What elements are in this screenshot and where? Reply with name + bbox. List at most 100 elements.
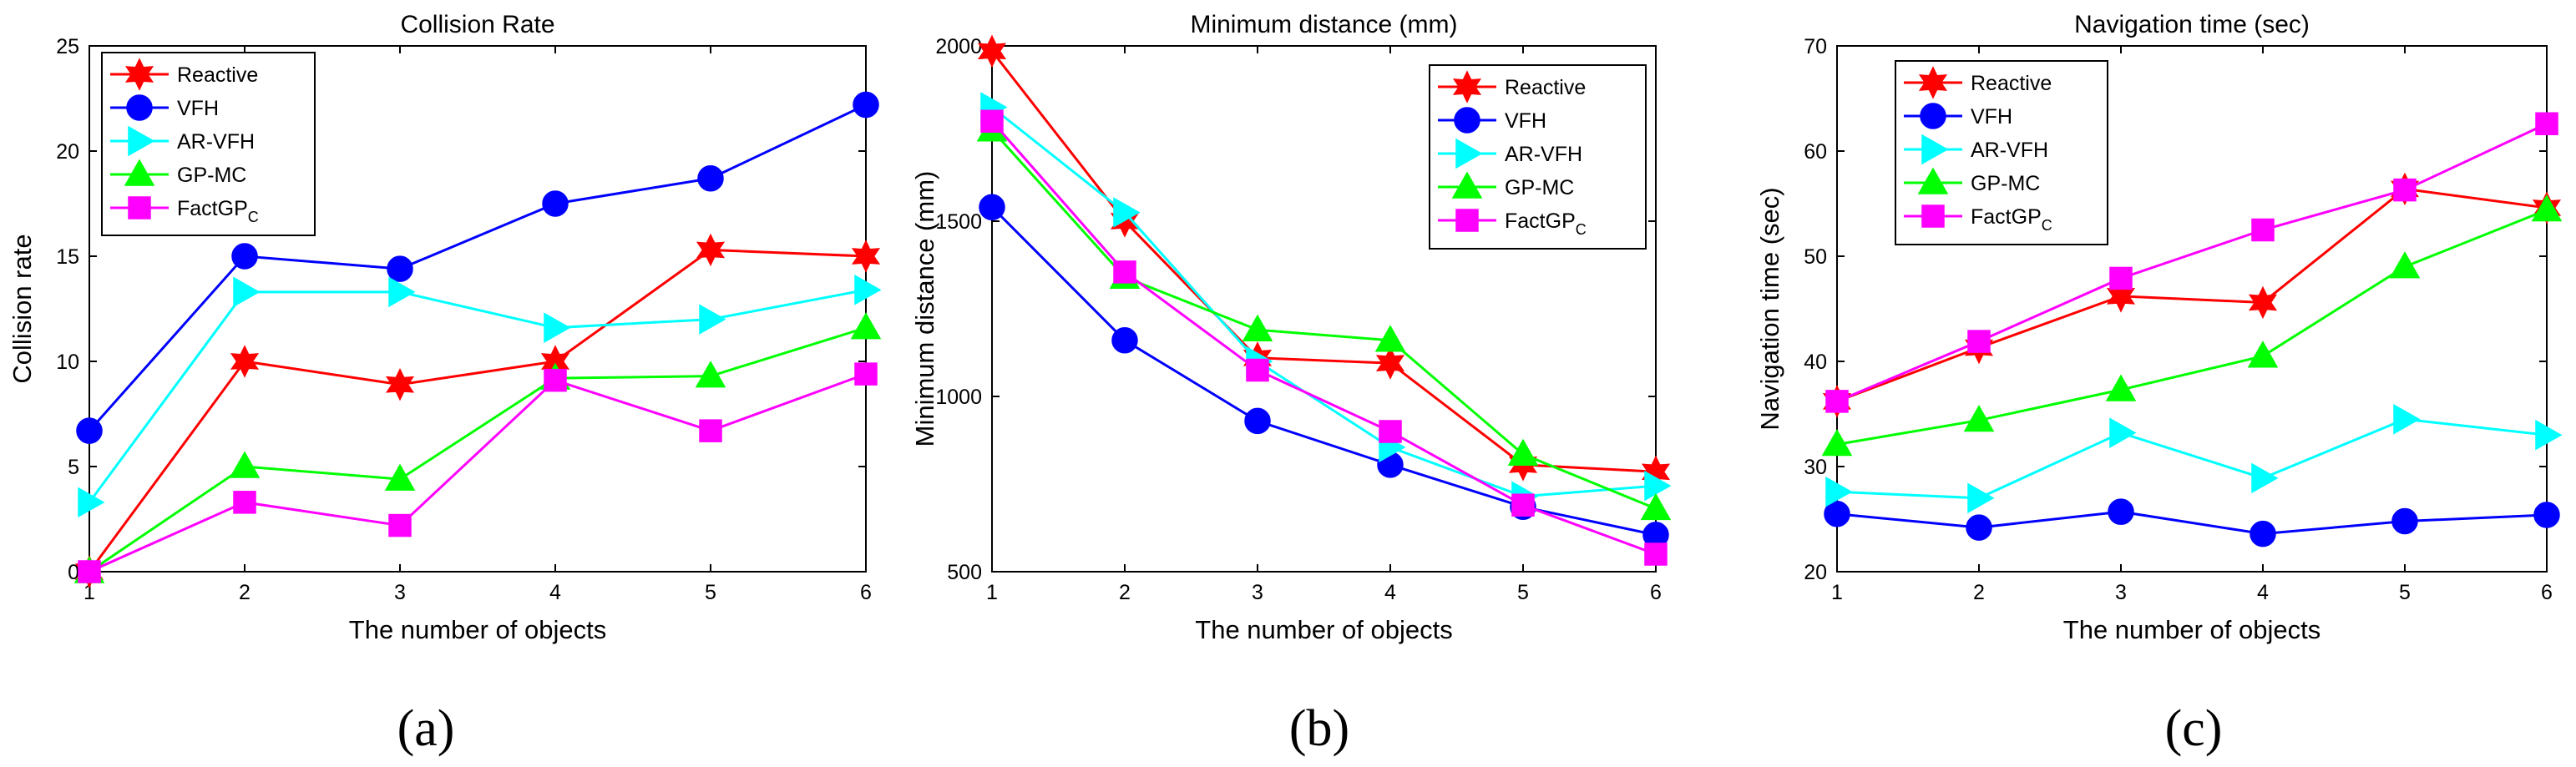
data-point [2535,112,2558,135]
series-line [1836,122,2548,403]
data-point [1113,260,1136,284]
legend-item: Reactive [110,58,258,91]
data-point [1821,429,1853,457]
data-point [2251,218,2275,242]
y-tick-label: 1000 [935,386,982,409]
data-point [229,451,261,478]
legend-marker [124,58,154,91]
data-point [2251,462,2279,494]
y-tick-label: 40 [1804,351,1827,374]
data-point [696,233,726,267]
legend-marker [1918,66,1948,99]
legend-label: GP-MC [1971,172,2040,195]
x-tick-label: 3 [2115,581,2127,604]
legend-marker [126,94,153,121]
data-point [1242,314,1273,341]
series-vfh [76,91,879,444]
chart-title: Collision Rate [400,11,554,38]
data-point [1375,346,1405,380]
data-point [387,255,413,282]
legend-item: GP-MC [1438,171,1574,199]
legend-item: VFH [110,94,219,121]
data-point [2248,285,2278,320]
y-axis-label: Collision rate [8,234,37,383]
legend: Reactive VFH AR-VFH GP-MC FactGPC [101,52,316,236]
legend-marker [1917,167,1949,194]
data-point [2109,266,2133,290]
data-point [230,345,260,378]
legend-label: Reactive [1971,72,2052,95]
y-axis-label: Minimum distance (mm) [910,171,939,447]
legend-label: Reactive [177,63,258,87]
data-point [384,463,416,491]
legend-marker [1920,103,1946,129]
data-point [1963,405,1995,432]
y-tick-label: 5 [68,456,79,479]
data-point [854,275,882,305]
data-point [1824,500,1850,527]
y-tick-label: 60 [1804,140,1827,164]
data-point [1825,390,1849,413]
legend-label: GP-MC [1505,176,1574,199]
legend-label: GP-MC [177,164,246,187]
legend-label: FactGPC [1505,209,1587,238]
legend-item: GP-MC [110,159,246,187]
chart-title: Navigation time (sec) [2074,11,2310,38]
data-point [977,34,1007,68]
data-point [2393,178,2417,202]
series-factgp [78,362,878,583]
legend-label: VFH [1971,105,2012,129]
data-point [853,91,879,119]
series-line [1836,187,2548,403]
series-ar-vfh [1825,404,2563,514]
x-tick-label: 4 [549,581,561,604]
data-point [2389,251,2421,279]
data-point [2533,502,2560,528]
chart-title: Minimum distance (mm) [1190,11,1457,38]
legend-marker [1455,138,1483,169]
series-line [1836,209,2548,447]
data-point [2109,417,2137,448]
legend-marker [128,125,155,157]
data-point [542,190,569,217]
data-point [695,361,726,388]
data-point [1379,420,1402,443]
series-line [89,326,867,573]
x-tick-label: 5 [1517,581,1529,604]
y-tick-label: 1500 [935,210,982,234]
data-point [78,560,101,583]
data-point [699,304,726,335]
data-point [1246,358,1269,382]
data-point [1507,438,1539,467]
data-point [2391,507,2418,535]
y-tick-label: 50 [1804,245,1827,269]
series-line [990,50,1657,473]
x-tick-label: 2 [239,581,251,604]
legend-marker [1921,204,1945,228]
x-tick-label: 5 [2399,581,2411,604]
legend-item: FactGPC [110,196,259,225]
data-point [854,362,878,386]
legend-label: FactGPC [1971,205,2052,234]
series-factgp [980,109,1668,566]
legend-item: AR-VFH [1904,134,2048,165]
x-tick-label: 4 [2257,581,2269,604]
legend-item: Reactive [1904,66,2052,99]
x-axis-label: The number of objects [2063,615,2320,644]
series-line [991,106,1657,498]
y-tick-label: 500 [947,561,982,584]
data-point [2535,419,2563,451]
data-point [1111,327,1138,354]
data-point [2108,498,2134,525]
legend-marker [1451,171,1483,199]
data-point [1967,482,1995,514]
data-point [388,276,416,308]
data-point [1644,542,1668,566]
legend-marker [1921,134,1949,165]
legend-label: Reactive [1505,76,1586,99]
x-tick-label: 6 [860,581,872,604]
data-point [850,312,882,340]
data-point [1825,476,1853,507]
